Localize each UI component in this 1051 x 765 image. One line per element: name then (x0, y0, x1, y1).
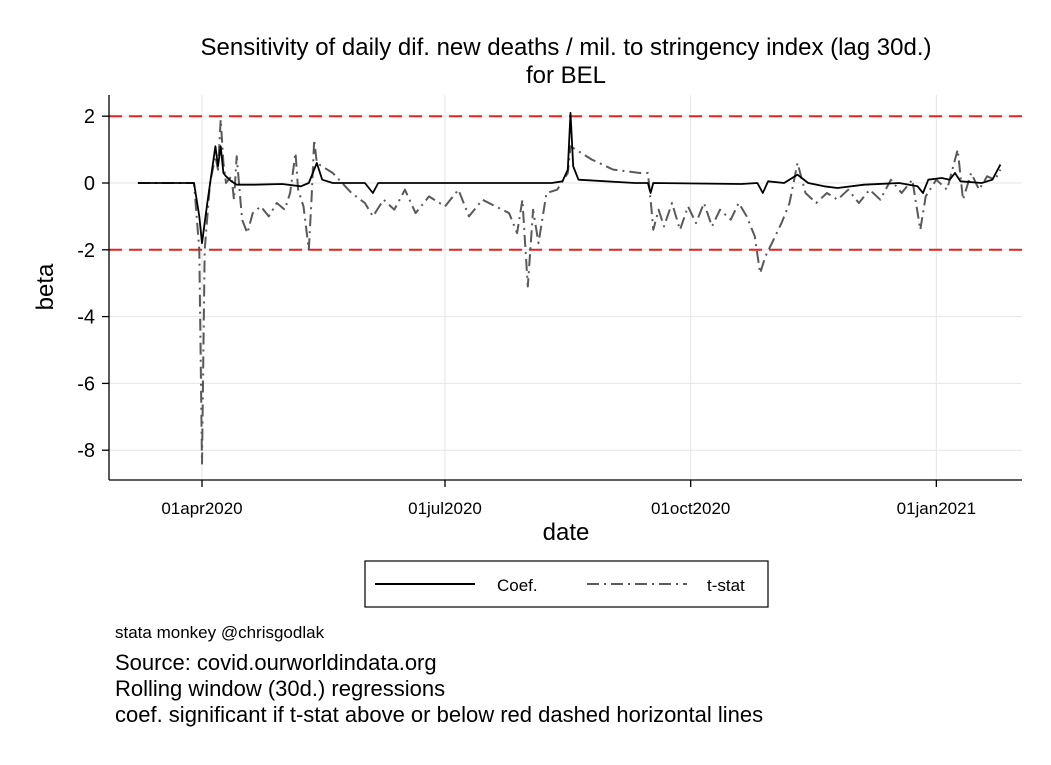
coef-series-line (137, 112, 1002, 245)
y-axis-label: beta (32, 263, 59, 310)
tstat-series-line (137, 118, 1002, 465)
y-tick-label: -8 (77, 440, 95, 462)
legend: Coef. t-stat (364, 560, 769, 608)
gridlines (109, 95, 1022, 480)
reference-lines (109, 115, 1022, 251)
y-tick-label: -4 (77, 307, 95, 329)
y-ticks: 2 0 -2 -4 -6 -8 (77, 106, 109, 462)
chart-subtitle: for BEL (526, 62, 606, 89)
x-tick-label: 01apr2020 (161, 499, 242, 518)
x-tick-label: 01jul2020 (408, 499, 482, 518)
legend-label-tstat: t-stat (707, 576, 745, 595)
x-axis-label: date (543, 519, 590, 546)
y-tick-label: -2 (77, 240, 95, 262)
series-lines (137, 112, 1002, 465)
source-note: Source: covid.ourworldindata.org (115, 650, 437, 675)
x-ticks: 01apr2020 01jul2020 01oct2020 01jan2021 (161, 480, 976, 518)
y-tick-label: 2 (84, 106, 95, 128)
x-tick-label: 01jan2021 (897, 499, 976, 518)
chart-title: Sensitivity of daily dif. new deaths / m… (200, 34, 931, 61)
plot-area: 20-2-4-6-8 01apr2020 01jul2020 01oct2020 01… (77, 95, 1022, 518)
y-tick-label: 0 (84, 173, 95, 195)
method-note: Rolling window (30d.) regressions (115, 676, 446, 701)
x-tick-label: 01oct2020 (651, 499, 730, 518)
y-tick-label: -6 (77, 373, 95, 395)
chart: Sensitivity of daily dif. new deaths / m… (32, 34, 1022, 608)
significance-note: coef. significant if t-stat above or bel… (115, 702, 764, 727)
credit-note: stata monkey @chrisgodlak (115, 623, 325, 642)
chart-notes: stata monkey @chrisgodlak Source: covid.… (115, 622, 763, 728)
legend-label-coef: Coef. (497, 576, 538, 595)
